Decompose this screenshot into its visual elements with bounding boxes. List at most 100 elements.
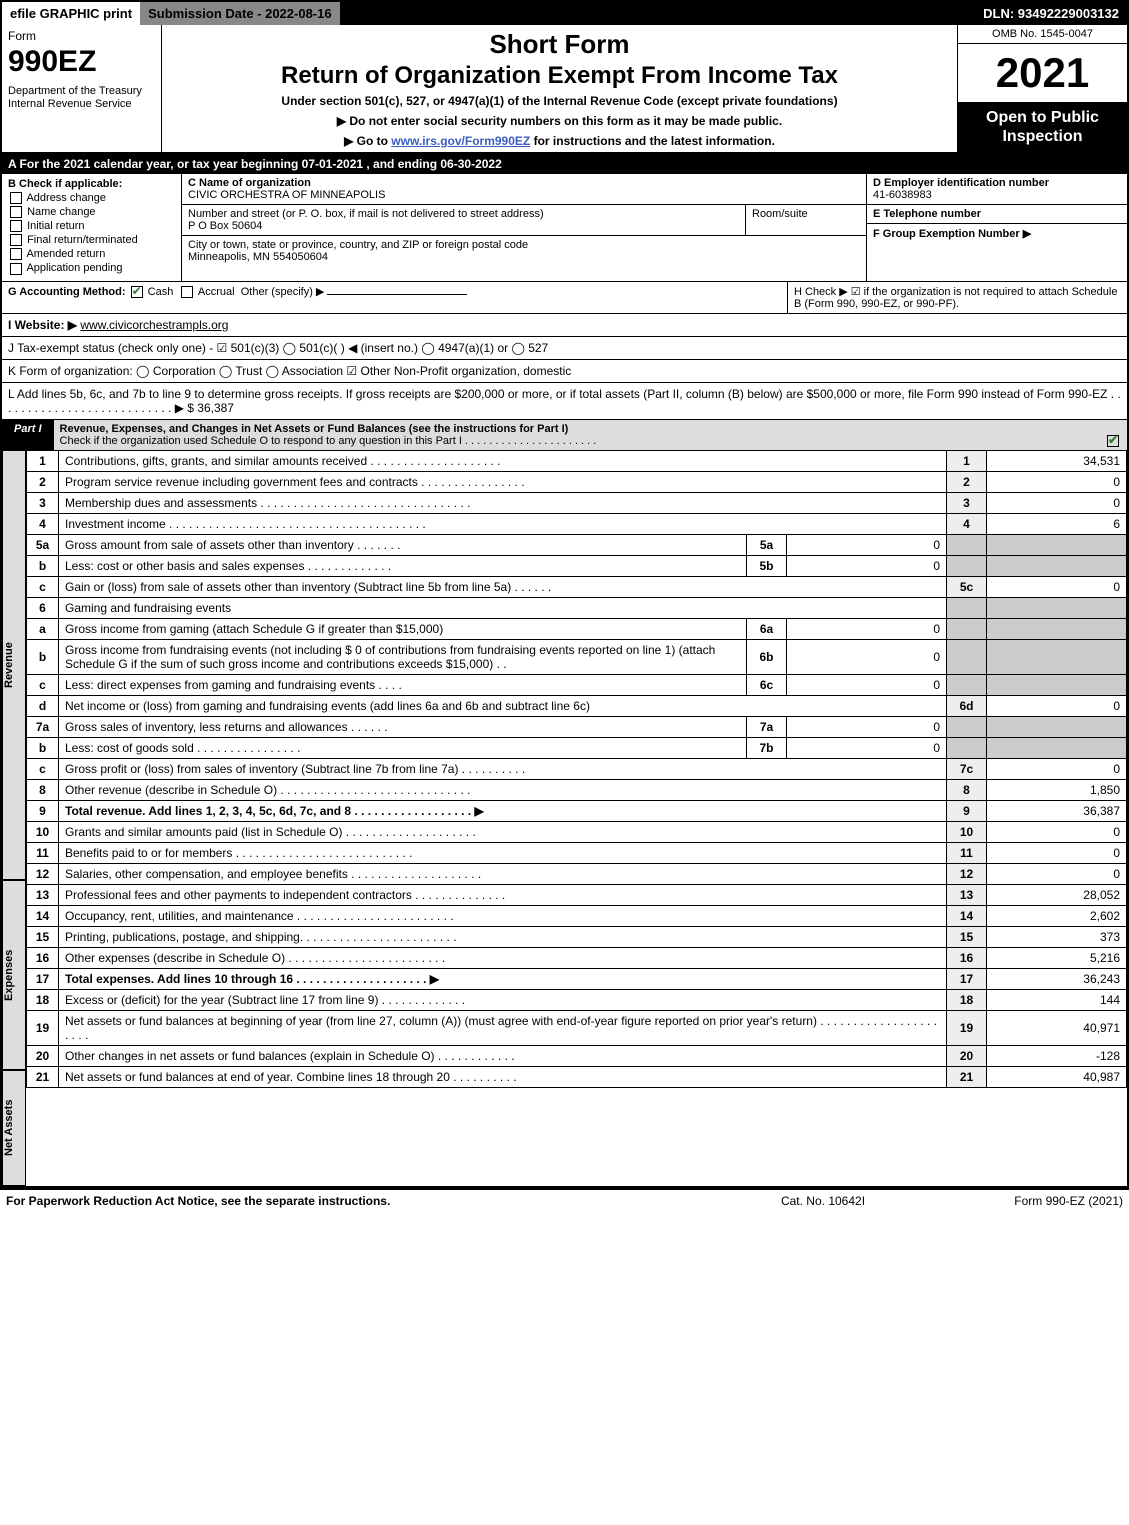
dln: DLN: 93492229003132: [975, 2, 1127, 25]
l5b-idx: b: [27, 555, 59, 576]
l20-idx: 20: [27, 1045, 59, 1066]
line-7c: cGross profit or (loss) from sales of in…: [27, 758, 1127, 779]
chk-amended[interactable]: Amended return: [8, 248, 175, 260]
part-i-header: Part I Revenue, Expenses, and Changes in…: [2, 420, 1127, 450]
l6d-desc: Net income or (loss) from gaming and fun…: [59, 695, 947, 716]
l15-desc: Printing, publications, postage, and shi…: [59, 926, 947, 947]
l6c-mini-idx: 6c: [747, 674, 787, 695]
line-6d: dNet income or (loss) from gaming and fu…: [27, 695, 1127, 716]
c-room-label: Room/suite: [752, 208, 808, 220]
l5c-desc: Gain or (loss) from sale of assets other…: [59, 576, 947, 597]
line-17: 17Total expenses. Add lines 10 through 1…: [27, 968, 1127, 989]
efile-print-label[interactable]: efile GRAPHIC print: [2, 2, 140, 25]
l20-outval: -128: [987, 1045, 1127, 1066]
section-d: D Employer identification number 41-6038…: [867, 174, 1127, 205]
gh-row: G Accounting Method: Cash Accrual Other …: [2, 282, 1127, 314]
website-link[interactable]: www.civicorchestrampls.org: [80, 318, 228, 332]
l19-desc: Net assets or fund balances at beginning…: [59, 1010, 947, 1045]
l6a-outidx: [947, 618, 987, 639]
form-header: Form 990EZ Department of the Treasury In…: [2, 25, 1127, 154]
l1-desc: Contributions, gifts, grants, and simila…: [59, 450, 947, 471]
line-2: 2Program service revenue including gover…: [27, 471, 1127, 492]
l6-outval: [987, 597, 1127, 618]
l11-outval: 0: [987, 842, 1127, 863]
ein: 41-6038983: [873, 189, 932, 201]
l8-idx: 8: [27, 779, 59, 800]
l21-outidx: 21: [947, 1066, 987, 1087]
l5b-mini-val: 0: [787, 555, 947, 576]
section-def: D Employer identification number 41-6038…: [867, 174, 1127, 281]
l6a-outval: [987, 618, 1127, 639]
line-6c: cLess: direct expenses from gaming and f…: [27, 674, 1127, 695]
l5a-idx: 5a: [27, 534, 59, 555]
chk-application-pending[interactable]: Application pending: [8, 262, 175, 274]
l7b-outval: [987, 737, 1127, 758]
part-i-subtitle: Check if the organization used Schedule …: [60, 435, 597, 447]
l10-outval: 0: [987, 821, 1127, 842]
l5b-desc: Less: cost or other basis and sales expe…: [59, 555, 747, 576]
form-word: Form: [8, 29, 36, 43]
footer-mid: Cat. No. 10642I: [723, 1194, 923, 1208]
l3-desc: Membership dues and assessments . . . . …: [59, 492, 947, 513]
l11-outidx: 11: [947, 842, 987, 863]
g-other-input[interactable]: [327, 294, 467, 295]
line-3: 3Membership dues and assessments . . . .…: [27, 492, 1127, 513]
l6-desc: Gaming and fundraising events: [59, 597, 947, 618]
line-6b: bGross income from fundraising events (n…: [27, 639, 1127, 674]
irs-link[interactable]: www.irs.gov/Form990EZ: [391, 134, 530, 148]
line-21: 21Net assets or fund balances at end of …: [27, 1066, 1127, 1087]
goto-pre: ▶ Go to: [344, 134, 391, 148]
l10-idx: 10: [27, 821, 59, 842]
g-accrual-check[interactable]: [181, 286, 193, 298]
line-4: 4Investment income . . . . . . . . . . .…: [27, 513, 1127, 534]
l6c-outidx: [947, 674, 987, 695]
g-cash-check[interactable]: [131, 286, 143, 298]
goto-post: for instructions and the latest informat…: [530, 134, 775, 148]
chk-name-change[interactable]: Name change: [8, 206, 175, 218]
l20-desc: Other changes in net assets or fund bala…: [59, 1045, 947, 1066]
l7c-desc: Gross profit or (loss) from sales of inv…: [59, 758, 947, 779]
section-j: J Tax-exempt status (check only one) - ☑…: [2, 337, 1127, 360]
l6a-desc: Gross income from gaming (attach Schedul…: [59, 618, 747, 639]
l5a-mini-val: 0: [787, 534, 947, 555]
section-b: B Check if applicable: Address change Na…: [2, 174, 182, 281]
l15-outval: 373: [987, 926, 1127, 947]
line-9: 9Total revenue. Add lines 1, 2, 3, 4, 5c…: [27, 800, 1127, 821]
l15-outidx: 15: [947, 926, 987, 947]
chk-application-pending-label: Application pending: [26, 262, 122, 274]
chk-final-return[interactable]: Final return/terminated: [8, 234, 175, 246]
l17-desc: Total expenses. Add lines 10 through 16 …: [59, 968, 947, 989]
line-7a: 7aGross sales of inventory, less returns…: [27, 716, 1127, 737]
form-page: efile GRAPHIC print Submission Date - 20…: [0, 0, 1129, 1188]
bcd-block: B Check if applicable: Address change Na…: [2, 174, 1127, 282]
chk-address-change[interactable]: Address change: [8, 192, 175, 204]
lines-table: 1Contributions, gifts, grants, and simil…: [26, 450, 1127, 1088]
l17-outidx: 17: [947, 968, 987, 989]
part-i-schedule-o-check[interactable]: [1107, 435, 1119, 447]
netassets-side-label: Net Assets: [2, 1070, 26, 1186]
l19-outval: 40,971: [987, 1010, 1127, 1045]
d-label: D Employer identification number: [873, 177, 1049, 189]
line-20: 20Other changes in net assets or fund ba…: [27, 1045, 1127, 1066]
l16-outval: 5,216: [987, 947, 1127, 968]
section-k: K Form of organization: ◯ Corporation ◯ …: [2, 360, 1127, 383]
line-6: 6Gaming and fundraising events: [27, 597, 1127, 618]
l6b-desc: Gross income from fundraising events (no…: [59, 639, 747, 674]
l7c-idx: c: [27, 758, 59, 779]
l6-idx: 6: [27, 597, 59, 618]
l19-idx: 19: [27, 1010, 59, 1045]
chk-initial-return[interactable]: Initial return: [8, 220, 175, 232]
l5b-outval: [987, 555, 1127, 576]
l16-outidx: 16: [947, 947, 987, 968]
expenses-side-label: Expenses: [2, 880, 26, 1070]
l18-desc: Excess or (deficit) for the year (Subtra…: [59, 989, 947, 1010]
l8-outval: 1,850: [987, 779, 1127, 800]
l8-desc: Other revenue (describe in Schedule O) .…: [59, 779, 947, 800]
l3-outidx: 3: [947, 492, 987, 513]
l5c-idx: c: [27, 576, 59, 597]
l11-idx: 11: [27, 842, 59, 863]
l17-outval: 36,243: [987, 968, 1127, 989]
chk-amended-label: Amended return: [26, 248, 105, 260]
submission-date: Submission Date - 2022-08-16: [140, 2, 340, 25]
l6a-idx: a: [27, 618, 59, 639]
